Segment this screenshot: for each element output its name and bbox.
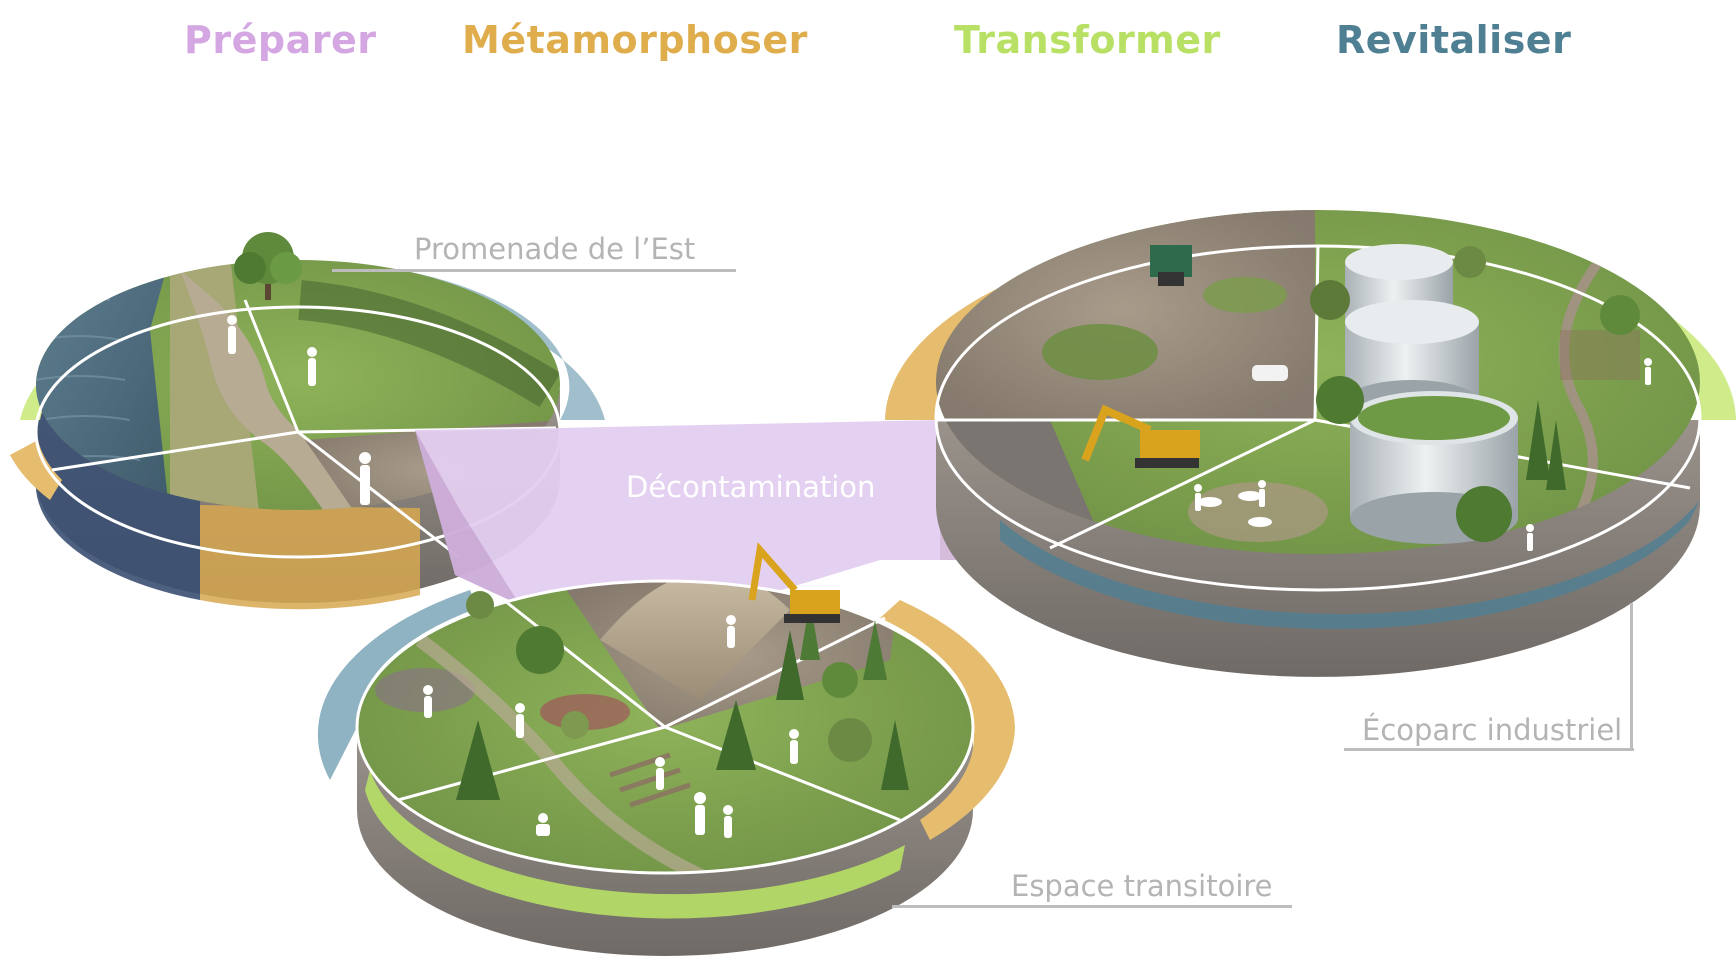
person-icon xyxy=(423,615,799,838)
phase-metamorphoser-heading: Métamorphoser xyxy=(462,18,808,62)
south-disc-rim xyxy=(355,579,975,875)
south-ring-revitaliser xyxy=(317,590,478,780)
picnic-table-icon xyxy=(1198,491,1272,527)
south-ring-transformer-side xyxy=(365,770,905,919)
promenade-underline xyxy=(332,269,736,272)
excavator-icon xyxy=(1081,404,1200,468)
tree-icon xyxy=(234,232,302,300)
car-icon xyxy=(1252,365,1288,381)
south-disc xyxy=(317,542,1015,956)
tree-icon xyxy=(456,591,909,800)
ecoparc-leader-line xyxy=(1630,603,1633,751)
east-disc-rim xyxy=(934,244,1702,592)
container-truck-icon xyxy=(1150,245,1192,286)
east-ring-revitaliser xyxy=(1000,500,1700,629)
site-label-promenade: Promenade de l’Est xyxy=(414,232,696,266)
west-ring-metamorphoser xyxy=(10,440,62,500)
phase-revitaliser-heading: Revitaliser xyxy=(1336,18,1572,62)
east-disc xyxy=(885,210,1736,677)
person-icon xyxy=(227,315,371,505)
west-meadow-strip xyxy=(170,260,260,510)
phase-preparer-heading: Préparer xyxy=(184,18,377,62)
decontamination-band xyxy=(415,420,940,615)
site-label-ecoparc: Écoparc industriel xyxy=(1362,713,1623,747)
person-icon xyxy=(1194,358,1652,551)
decontamination-label: Décontamination xyxy=(626,470,876,504)
site-label-espace: Espace transitoire xyxy=(1011,869,1273,903)
excavator-icon xyxy=(748,542,840,623)
south-ring-metamorphoser xyxy=(880,600,1015,840)
espace-underline xyxy=(892,905,1292,908)
tree-icon xyxy=(1310,246,1640,542)
soil-mound xyxy=(600,581,790,700)
ecoparc-underline xyxy=(1344,748,1634,751)
phase-transformer-heading: Transformer xyxy=(954,18,1221,62)
